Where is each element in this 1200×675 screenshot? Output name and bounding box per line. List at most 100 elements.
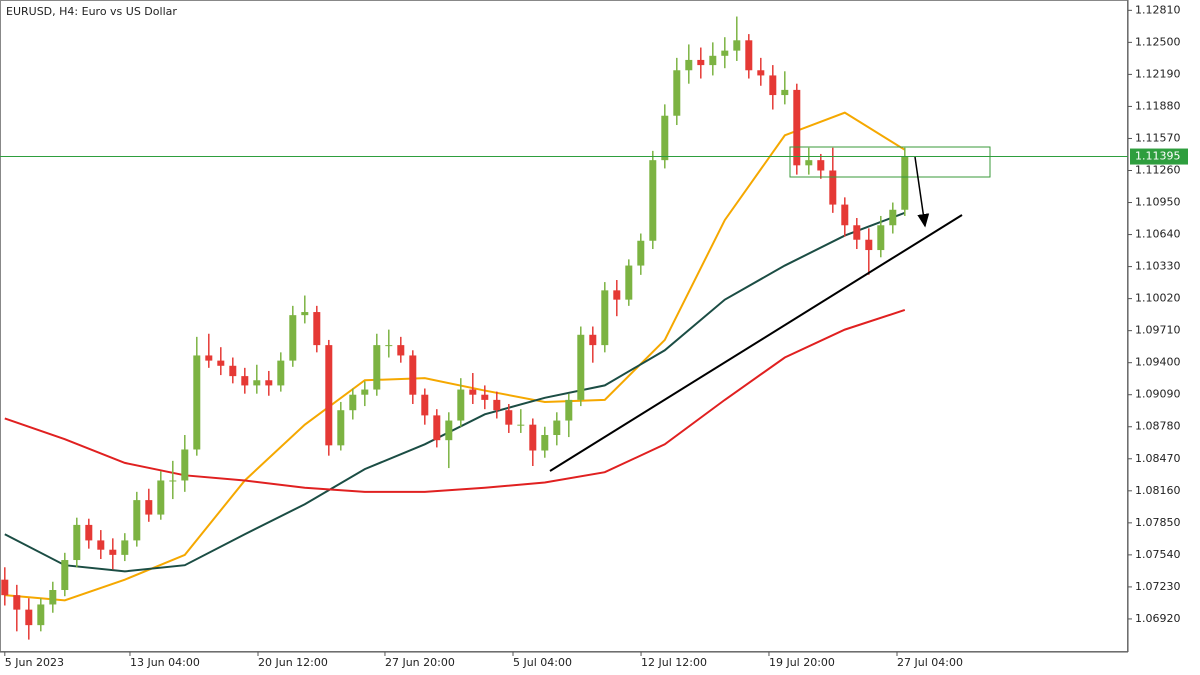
candle-body bbox=[481, 394, 489, 400]
x-tick-label: 27 Jun 20:00 bbox=[385, 656, 455, 669]
candle-body bbox=[829, 170, 837, 205]
candle-body bbox=[97, 540, 105, 550]
candle-body bbox=[361, 389, 369, 395]
arrow bbox=[914, 156, 930, 228]
candle-body bbox=[721, 50, 729, 56]
candle-body bbox=[625, 265, 633, 300]
candle-body bbox=[709, 55, 717, 66]
candle-body bbox=[289, 315, 297, 361]
chart-title: EURUSD, H4: Euro vs US Dollar bbox=[6, 5, 177, 18]
candle-body bbox=[325, 345, 333, 446]
y-tick-label: 1.10330 bbox=[1135, 260, 1181, 273]
candle-body bbox=[409, 355, 417, 395]
price-label: 1.11395 bbox=[1135, 150, 1181, 163]
y-tick-label: 1.09400 bbox=[1135, 356, 1181, 369]
candle-body bbox=[685, 59, 693, 71]
candle-body bbox=[349, 394, 357, 411]
y-tick-label: 1.09090 bbox=[1135, 388, 1181, 401]
candle-body bbox=[745, 40, 753, 71]
candle-body bbox=[49, 590, 57, 605]
candle-body bbox=[229, 365, 237, 377]
y-tick-label: 1.08160 bbox=[1135, 484, 1181, 497]
candle-body bbox=[109, 549, 117, 555]
candle-body bbox=[205, 355, 213, 361]
candle-body bbox=[121, 540, 129, 555]
trendline bbox=[549, 214, 963, 472]
candle-body bbox=[805, 160, 813, 166]
x-tick-label: 5 Jul 04:00 bbox=[513, 656, 572, 669]
candle-body bbox=[277, 360, 285, 386]
candle-body bbox=[85, 524, 93, 541]
candle-body bbox=[217, 360, 225, 366]
candle-body bbox=[25, 609, 33, 626]
candle-body bbox=[397, 345, 405, 356]
candle-body bbox=[757, 70, 765, 76]
candle-body bbox=[421, 394, 429, 416]
candle-body bbox=[13, 595, 21, 610]
y-tick-label: 1.09710 bbox=[1135, 324, 1181, 337]
candle-body bbox=[445, 420, 453, 441]
candle-body bbox=[1, 579, 9, 596]
candle-body bbox=[613, 290, 621, 300]
y-tick-label: 1.08780 bbox=[1135, 420, 1181, 433]
candle-body bbox=[517, 424, 525, 426]
candle-body bbox=[541, 435, 549, 451]
candle-body bbox=[553, 420, 561, 436]
candle-body bbox=[337, 410, 345, 446]
candle-body bbox=[673, 70, 681, 116]
candle-body bbox=[37, 604, 45, 626]
candle-body bbox=[373, 345, 381, 390]
x-tick-label: 13 Jun 04:00 bbox=[130, 656, 200, 669]
candle-body bbox=[901, 156, 909, 210]
y-tick-label: 1.08470 bbox=[1135, 452, 1181, 465]
candle-body bbox=[301, 312, 309, 316]
candle-body bbox=[649, 160, 657, 241]
candle-body bbox=[469, 389, 477, 395]
x-tick-label: 12 Jul 12:00 bbox=[641, 656, 707, 669]
moving-average bbox=[4, 111, 906, 602]
y-tick-label: 1.11570 bbox=[1135, 131, 1181, 144]
x-tick-label: 19 Jul 20:00 bbox=[769, 656, 835, 669]
candle-body bbox=[697, 59, 705, 66]
candle-body bbox=[157, 480, 165, 515]
y-tick-label: 1.12190 bbox=[1135, 67, 1181, 80]
candle-body bbox=[265, 380, 273, 386]
candle-body bbox=[313, 312, 321, 346]
y-tick-label: 1.10950 bbox=[1135, 196, 1181, 209]
y-tick-label: 1.12810 bbox=[1135, 3, 1181, 16]
candle-body bbox=[61, 560, 69, 591]
candle-body bbox=[793, 89, 801, 166]
candle-body bbox=[529, 424, 537, 451]
candle-body bbox=[181, 449, 189, 481]
y-tick-label: 1.07850 bbox=[1135, 516, 1181, 529]
plot-frame bbox=[0, 0, 1128, 652]
y-tick-label: 1.10020 bbox=[1135, 292, 1181, 305]
y-tick-label: 1.11880 bbox=[1135, 99, 1181, 112]
candle-body bbox=[493, 399, 501, 411]
y-tick-label: 1.07540 bbox=[1135, 548, 1181, 561]
candle-body bbox=[865, 239, 873, 251]
candle-body bbox=[193, 355, 201, 450]
candle-body bbox=[385, 345, 393, 347]
x-tick-label: 5 Jun 2023 bbox=[5, 656, 64, 669]
y-tick-label: 1.06920 bbox=[1135, 612, 1181, 625]
candle-body bbox=[853, 225, 861, 240]
y-tick-label: 1.07230 bbox=[1135, 580, 1181, 593]
candle-body bbox=[781, 89, 789, 96]
candle-body bbox=[877, 225, 885, 251]
candle-body bbox=[661, 115, 669, 161]
y-tick-label: 1.10640 bbox=[1135, 228, 1181, 241]
y-tick-label: 1.11260 bbox=[1135, 163, 1181, 176]
candle-body bbox=[433, 415, 441, 441]
candle-body bbox=[769, 75, 777, 96]
candle-body bbox=[565, 399, 573, 421]
moving-average bbox=[4, 211, 906, 573]
candle-body bbox=[253, 380, 261, 386]
candle-body bbox=[505, 410, 513, 425]
candle-body bbox=[145, 500, 153, 515]
candle-body bbox=[241, 376, 249, 386]
x-tick-label: 27 Jul 04:00 bbox=[897, 656, 963, 669]
candle-body bbox=[841, 204, 849, 226]
